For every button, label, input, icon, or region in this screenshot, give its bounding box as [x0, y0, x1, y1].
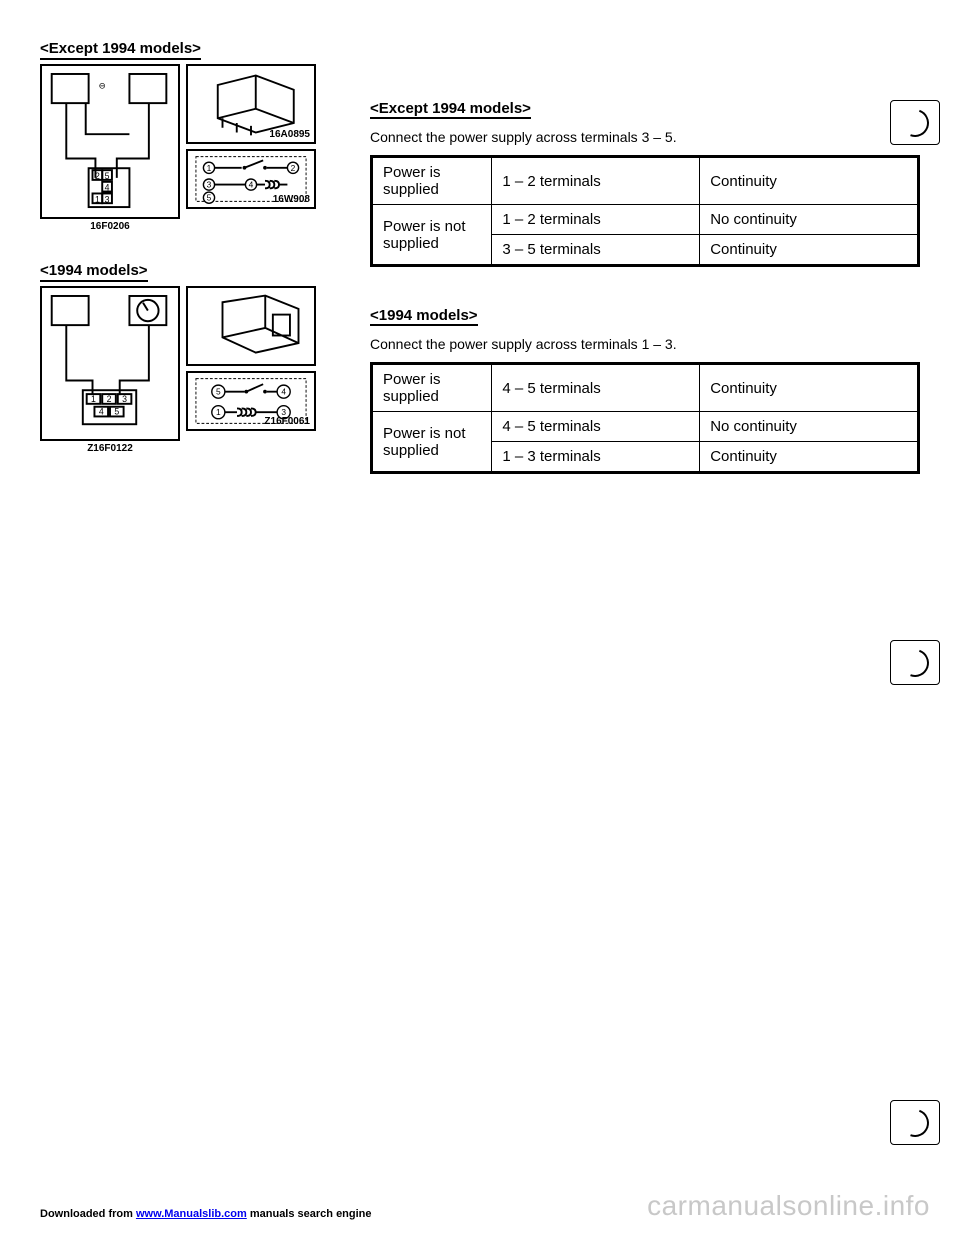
circuit-diagram: 1 2 3 4 5: [40, 286, 180, 441]
diagram-caption: Z16F0122: [87, 443, 133, 454]
table-cell: Power is not supplied: [372, 412, 492, 473]
relay-photo: 16A0895: [186, 64, 316, 144]
table-cell: 4 – 5 terminals: [492, 412, 700, 442]
diagram-caption: 16F0206: [90, 221, 129, 232]
diagrams-column: <Except 1994 models> ⊖: [40, 40, 350, 514]
table-cell: 1 – 2 terminals: [492, 157, 700, 205]
table-cell: No continuity: [700, 412, 919, 442]
svg-text:⊖: ⊖: [99, 81, 106, 91]
svg-text:1: 1: [207, 163, 212, 173]
table-cell: Power is supplied: [372, 364, 492, 412]
binding-tab-icon: [890, 1100, 940, 1145]
table-cell: Continuity: [700, 157, 919, 205]
section-1994: <1994 models> Connect the power supply a…: [370, 307, 920, 474]
table-cell: Continuity: [700, 442, 919, 473]
table-row: Power is not supplied 1 – 2 terminals No…: [372, 205, 919, 235]
svg-text:4: 4: [249, 180, 254, 190]
table-cell: Continuity: [700, 364, 919, 412]
relay-photo: [186, 286, 316, 366]
table-cell: 3 – 5 terminals: [492, 235, 700, 266]
diagram-label: <Except 1994 models>: [40, 40, 201, 60]
svg-text:5: 5: [207, 193, 212, 203]
svg-text:2: 2: [107, 394, 112, 404]
svg-text:2: 2: [291, 163, 296, 173]
table-cell: Power is supplied: [372, 157, 492, 205]
diagram-group-except: <Except 1994 models> ⊖: [40, 40, 350, 232]
section-intro: Connect the power supply across terminal…: [370, 129, 920, 145]
table-cell: Power is not supplied: [372, 205, 492, 266]
diagram-caption: 16A0895: [269, 129, 310, 140]
table-cell: No continuity: [700, 205, 919, 235]
diagram-caption: 16W908: [273, 194, 310, 205]
diagram-caption: Z16F0061: [264, 416, 310, 427]
continuity-table-except: Power is supplied 1 – 2 terminals Contin…: [370, 155, 920, 267]
svg-text:5: 5: [114, 407, 119, 417]
svg-text:1: 1: [216, 407, 221, 417]
section-heading: <Except 1994 models>: [370, 100, 531, 119]
binding-tab-icon: [890, 100, 940, 145]
table-row: Power is supplied 1 – 2 terminals Contin…: [372, 157, 919, 205]
footer-link[interactable]: www.Manualslib.com: [136, 1208, 247, 1220]
section-heading: <1994 models>: [370, 307, 478, 326]
section-intro: Connect the power supply across terminal…: [370, 336, 920, 352]
table-cell: 1 – 3 terminals: [492, 442, 700, 473]
diagram-group-1994: <1994 models>: [40, 262, 350, 454]
table-cell: 4 – 5 terminals: [492, 364, 700, 412]
table-row: Power is supplied 4 – 5 terminals Contin…: [372, 364, 919, 412]
footer-download-text: Downloaded from www.Manualslib.com manua…: [40, 1208, 372, 1220]
svg-text:3: 3: [207, 180, 212, 190]
relay-schematic: 5 4 1: [186, 371, 316, 431]
binding-tab-icon: [890, 640, 940, 685]
diagram-label: <1994 models>: [40, 262, 148, 282]
relay-schematic: 1 2 3: [186, 149, 316, 209]
svg-text:1: 1: [91, 394, 96, 404]
continuity-table-1994: Power is supplied 4 – 5 terminals Contin…: [370, 362, 920, 474]
svg-text:4: 4: [281, 387, 286, 397]
table-row: Power is not supplied 4 – 5 terminals No…: [372, 412, 919, 442]
svg-text:3: 3: [122, 394, 127, 404]
svg-text:4: 4: [99, 407, 104, 417]
page-content: <Except 1994 models> ⊖: [0, 0, 960, 514]
content-column: <Except 1994 models> Connect the power s…: [370, 40, 920, 514]
section-except: <Except 1994 models> Connect the power s…: [370, 100, 920, 267]
footer-suffix: manuals search engine: [247, 1208, 372, 1220]
footer-prefix: Downloaded from: [40, 1208, 136, 1220]
svg-text:5: 5: [216, 387, 221, 397]
watermark: carmanualsonline.info: [647, 1190, 930, 1222]
circuit-diagram: ⊖ 2 5 4 1: [40, 64, 180, 219]
table-cell: 1 – 2 terminals: [492, 205, 700, 235]
table-cell: Continuity: [700, 235, 919, 266]
